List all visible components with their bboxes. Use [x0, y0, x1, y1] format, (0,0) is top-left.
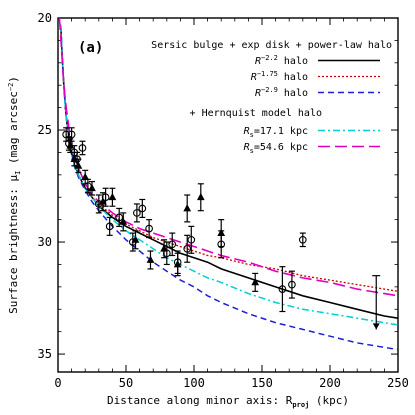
- triangle-data-point: [99, 197, 107, 205]
- legend-label-4: Rs=17.1 kpc: [244, 126, 308, 139]
- triangle-data-point: [183, 204, 192, 212]
- y-tick-label: 20: [38, 11, 52, 25]
- x-tick-label: 250: [387, 376, 409, 390]
- triangle-data-point: [81, 172, 90, 180]
- legend-header: Sersic bulge + exp disk + power-law halo: [151, 40, 392, 51]
- triangle-data-point: [88, 183, 96, 192]
- model-curve-3: [59, 24, 398, 351]
- circle-data-point: [115, 213, 124, 222]
- circle-data-point: [62, 130, 71, 139]
- y-tick-label: 35: [38, 347, 52, 361]
- upper-limit-arrow: [372, 323, 380, 330]
- circle-data-point: [183, 244, 192, 253]
- x-tick-label: 0: [54, 376, 61, 390]
- circle-data-point: [187, 235, 196, 244]
- triangle-data-point: [131, 235, 140, 243]
- triangle-data-point: [66, 141, 75, 149]
- circle-data-point: [288, 280, 296, 289]
- triangle-data-point: [74, 161, 83, 169]
- plot-frame: [57, 17, 399, 373]
- legend-label-1: R−2.2 halo: [255, 54, 308, 67]
- model-curve-1: [59, 24, 398, 319]
- model-curve-5: [58, 18, 398, 297]
- y-tick-label: 25: [38, 123, 52, 137]
- triangle-data-point: [196, 192, 205, 201]
- x-tick-label: 100: [183, 376, 205, 390]
- circle-data-point: [168, 240, 177, 249]
- x-axis-label: Distance along minor axis: Rproj (kpc): [107, 394, 349, 409]
- panel-label: (a): [78, 40, 103, 56]
- legend-label-3: R−2.9 halo: [255, 86, 308, 99]
- circle-data-point: [67, 130, 76, 139]
- triangle-data-point: [119, 217, 128, 225]
- x-tick-label: 150: [251, 376, 273, 390]
- triangle-data-point: [160, 244, 168, 252]
- legend-label-5: Rs=54.6 kpc: [244, 142, 308, 155]
- circle-data-point: [105, 222, 114, 231]
- legend-header-2: + Hernquist model halo: [190, 108, 322, 119]
- circle-data-point: [133, 209, 141, 217]
- circle-data-point: [278, 285, 287, 293]
- x-tick-label: 50: [119, 376, 133, 390]
- model-curve-4: [59, 24, 398, 326]
- triangle-data-point: [251, 278, 260, 286]
- legend-label-2: R−1.75 halo: [251, 70, 308, 83]
- triangle-data-point: [146, 255, 155, 263]
- x-tick-label: 200: [319, 376, 341, 390]
- model-curve-2: [60, 24, 398, 292]
- triangle-data-point: [173, 260, 182, 268]
- triangle-data-point: [108, 192, 117, 201]
- circle-data-point: [145, 224, 153, 233]
- circle-data-point: [138, 204, 147, 213]
- circle-data-point: [78, 144, 87, 152]
- triangle-data-point: [217, 228, 226, 236]
- circle-data-point: [298, 235, 307, 244]
- y-axis-label: Surface brightness: μI (mag arcsec−2): [7, 76, 22, 314]
- y-tick-label: 30: [38, 235, 52, 249]
